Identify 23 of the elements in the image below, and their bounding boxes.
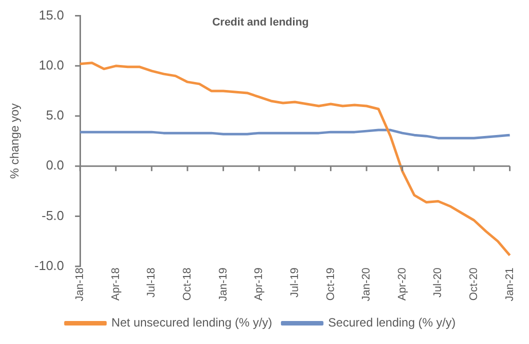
x-tick-label: Jan-21 — [504, 268, 516, 302]
x-tick-label: Jan-19 — [217, 268, 230, 302]
y-tick-label: 10.0 — [38, 57, 64, 72]
y-tick-label: -10.0 — [34, 258, 64, 273]
y-tick-label: 5.0 — [46, 108, 64, 123]
x-tick-label: Oct-19 — [324, 268, 337, 301]
x-tick-label: Jul-19 — [288, 268, 301, 298]
x-tick-label: Apr-20 — [396, 268, 408, 301]
y-tick-label: 15.0 — [38, 7, 64, 22]
x-tick-label: Jul-20 — [432, 268, 444, 298]
x-tick-label: Jul-18 — [146, 268, 158, 298]
y-axis-title: % change yoy — [8, 103, 22, 179]
y-tick-label: -5.0 — [42, 208, 64, 223]
legend-label: Net unsecured lending (% y/y) — [111, 316, 272, 330]
x-tick-label: Jan-18 — [74, 268, 86, 302]
x-tick-label: Jan-20 — [360, 268, 373, 302]
chart-title: Credit and lending — [212, 16, 309, 28]
x-tick-label: Oct-18 — [182, 268, 194, 301]
y-tick-label: 0.0 — [46, 158, 64, 173]
x-tick-label: Oct-20 — [468, 268, 480, 301]
x-tick-label: Apr-18 — [110, 268, 122, 301]
x-tick-label: Apr-19 — [253, 268, 266, 301]
legend-label: Secured lending (% y/y) — [328, 316, 456, 330]
